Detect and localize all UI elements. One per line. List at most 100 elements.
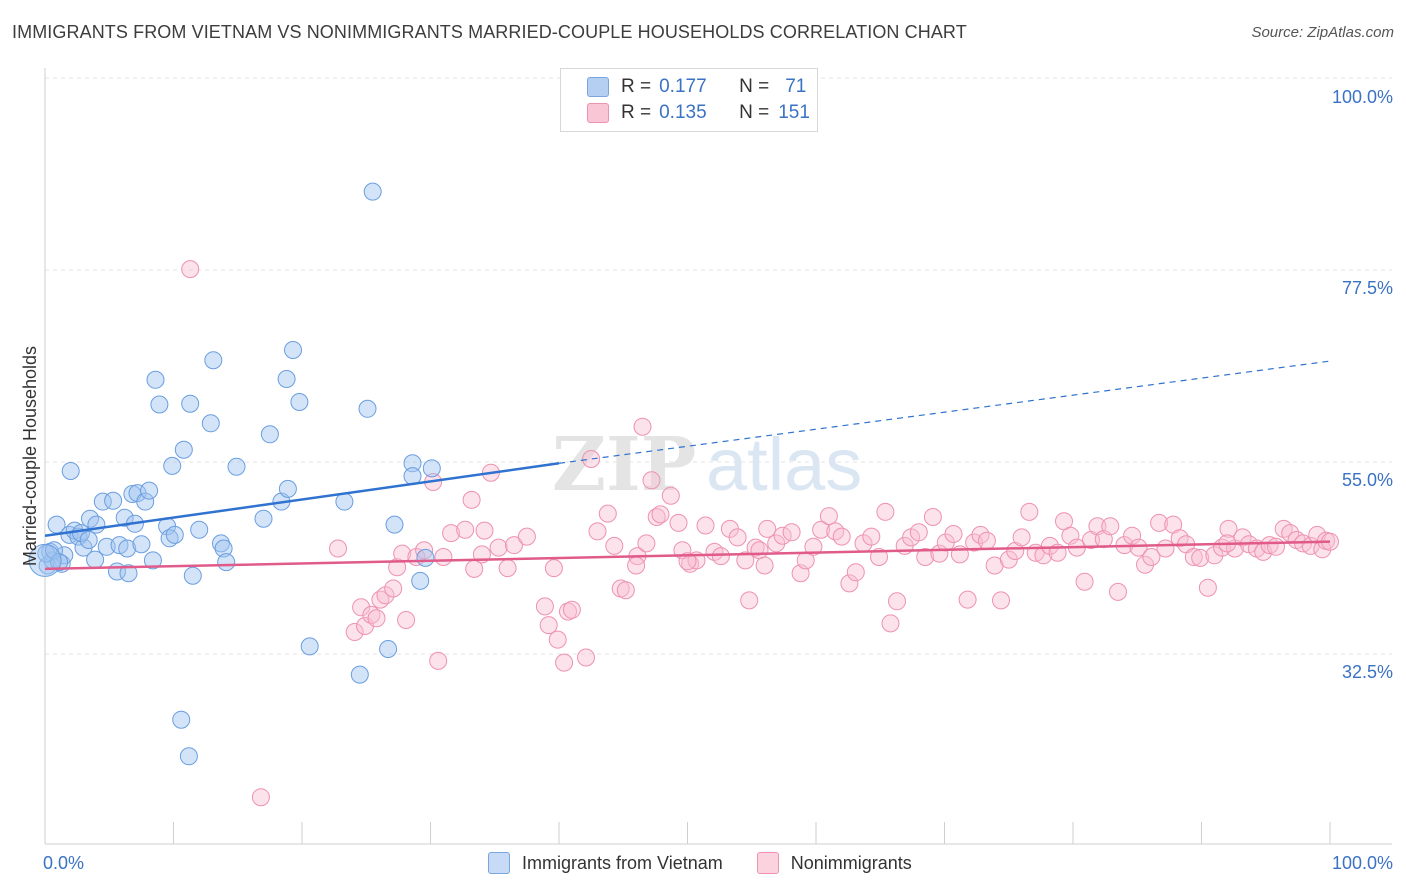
stats-legend: R = 0.177 N = 71 R = 0.135 N = 151 xyxy=(560,68,818,132)
nonimmigrants-point xyxy=(605,536,624,555)
vietnam-point xyxy=(165,525,184,544)
nonimmigrants-point xyxy=(345,623,364,641)
legend-swatch-vietnam xyxy=(587,77,609,97)
nonimmigrants-point xyxy=(434,548,453,566)
nonimmigrants-point xyxy=(755,556,774,575)
nonimmigrants-point xyxy=(588,522,607,541)
nonimmigrants-point xyxy=(362,605,381,624)
nonimmigrants-point xyxy=(1198,578,1217,597)
vietnam-trend-line xyxy=(44,462,560,537)
legend-r-label: R = xyxy=(621,76,652,97)
nonimmigrants-point xyxy=(923,508,942,526)
vietnam-point xyxy=(217,553,236,572)
vietnam-point xyxy=(403,454,422,473)
legend-swatch-nonimmigrants xyxy=(756,852,779,874)
nonimmigrants-point xyxy=(862,527,881,546)
watermark-atlas: atlas xyxy=(706,423,862,506)
nonimmigrants-point xyxy=(876,502,895,521)
nonimmigrants-point xyxy=(442,524,461,543)
nonimmigrants-point xyxy=(642,471,661,490)
nonimmigrants-point xyxy=(740,591,759,610)
nonimmigrants-point xyxy=(456,520,475,539)
watermark-zip: ZIP xyxy=(552,422,696,508)
nonimmigrants-point xyxy=(1109,582,1127,601)
nonimmigrants-point xyxy=(627,556,646,575)
vietnam-trend-extension xyxy=(558,360,1331,464)
vietnam-point xyxy=(79,531,98,549)
nonimmigrants-point xyxy=(384,579,403,598)
nonimmigrants-point xyxy=(669,513,688,532)
nonimmigrants-point xyxy=(819,507,838,526)
nonimmigrants-point xyxy=(992,591,1010,610)
nonimmigrants-point xyxy=(773,526,792,545)
nonimmigrants-point xyxy=(475,521,494,540)
axes xyxy=(44,68,1392,845)
nonimmigrants-point xyxy=(462,490,481,509)
legend-item-vietnam[interactable]: Immigrants from Vietnam xyxy=(488,852,723,874)
nonimmigrants-point xyxy=(958,590,977,609)
vietnam-points xyxy=(28,182,441,766)
vietnam-point xyxy=(45,541,63,560)
nonimmigrants-point xyxy=(696,516,715,535)
vietnam-point xyxy=(172,710,191,729)
nonimmigrants-point xyxy=(329,539,347,558)
vietnam-point xyxy=(118,539,137,558)
nonimmigrants-point xyxy=(1267,537,1285,556)
vietnam-point xyxy=(132,535,151,554)
nonimmigrants-point xyxy=(1156,539,1175,558)
vietnam-point xyxy=(278,479,297,498)
nonimmigrants-point xyxy=(1260,536,1279,555)
nonimmigrants-point xyxy=(888,592,906,611)
vietnam-point xyxy=(416,548,435,567)
legend-n-label: N = xyxy=(739,76,770,97)
legend-label-nonimmigrants: Nonimmigrants xyxy=(790,852,912,873)
nonimmigrants-point xyxy=(1075,572,1094,591)
nonimmigrants-point xyxy=(489,538,508,557)
nonimmigrants-point xyxy=(548,630,567,649)
nonimmigrants-point xyxy=(633,417,652,436)
vietnam-point xyxy=(260,425,279,444)
legend-r-label: R = xyxy=(621,102,652,123)
vietnam-point xyxy=(204,351,223,370)
nonimmigrants-point xyxy=(1040,536,1059,555)
y-tick-label: 55.0% xyxy=(1342,470,1393,490)
nonimmigrants-point xyxy=(1219,519,1238,538)
nonimmigrants-point xyxy=(1061,526,1080,545)
vietnam-point xyxy=(115,508,134,527)
nonimmigrants-point xyxy=(429,651,448,670)
vietnam-point xyxy=(140,481,159,500)
legend-row-vietnam: R = 0.177 N = 71 xyxy=(587,75,806,99)
vietnam-point xyxy=(119,564,138,583)
vietnam-point xyxy=(190,520,209,539)
nonimmigrants-point xyxy=(832,527,851,546)
nonimmigrants-point xyxy=(397,611,416,629)
vietnam-point xyxy=(104,491,123,510)
nonimmigrants-point xyxy=(598,504,617,523)
nonimmigrants-point xyxy=(582,450,601,468)
legend-item-nonimmigrants[interactable]: Nonimmigrants xyxy=(756,852,912,874)
nonimmigrants-point xyxy=(1184,548,1203,566)
vietnam-point xyxy=(136,492,155,511)
nonimmigrants-point xyxy=(367,609,386,628)
vietnam-point xyxy=(61,462,80,480)
nonimmigrants-point xyxy=(870,548,888,566)
legend-r-value: 0.135 xyxy=(659,102,707,123)
nonimmigrants-point xyxy=(498,559,517,578)
vietnam-point xyxy=(284,341,302,359)
nonimmigrants-point xyxy=(1123,526,1142,545)
nonimmigrants-point xyxy=(711,547,730,566)
nonimmigrants-point xyxy=(251,788,270,807)
legend-label-vietnam: Immigrants from Vietnam xyxy=(522,852,723,873)
nonimmigrants-point xyxy=(812,520,831,539)
grid-lines xyxy=(45,77,1392,655)
vietnam-point xyxy=(174,440,193,459)
vietnam-point xyxy=(277,370,296,388)
vietnam-point xyxy=(385,515,404,534)
y-axis-label: Married-couple Households xyxy=(20,346,40,566)
vietnam-point xyxy=(363,182,382,201)
source-label: Source: ZipAtlas.com xyxy=(1251,24,1394,41)
nonimmigrants-point xyxy=(544,559,563,578)
vietnam-point xyxy=(379,640,398,658)
nonimmigrants-point xyxy=(728,528,747,547)
